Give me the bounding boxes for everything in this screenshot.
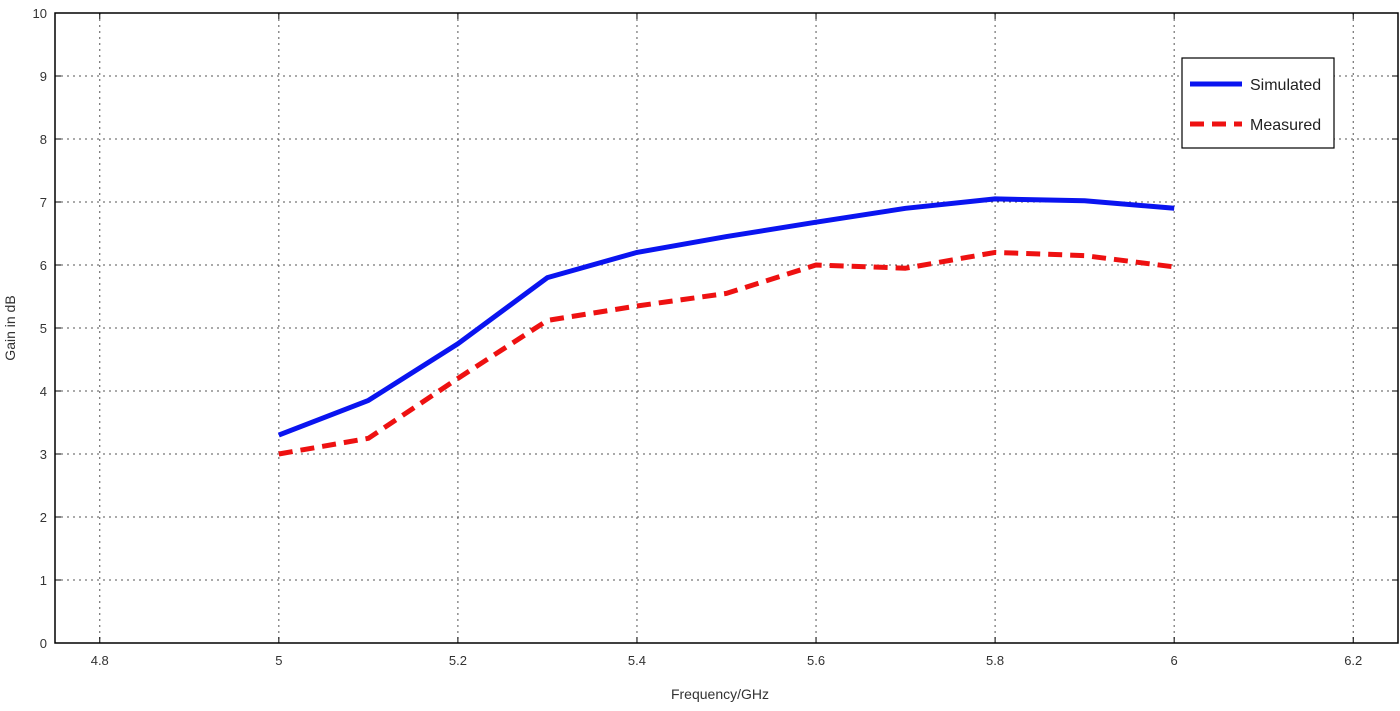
- x-tick-label: 5.8: [986, 653, 1004, 668]
- x-axis-label: Frequency/GHz: [671, 686, 769, 702]
- y-tick-label: 4: [40, 384, 47, 399]
- y-tick-label: 6: [40, 258, 47, 273]
- y-tick-label: 9: [40, 69, 47, 84]
- series-lines: [277, 196, 1175, 457]
- x-tick-label: 6: [1171, 653, 1178, 668]
- y-tick-label: 3: [40, 447, 47, 462]
- y-tick-label: 10: [33, 6, 47, 21]
- y-tick-label: 8: [40, 132, 47, 147]
- legend-box: [1181, 57, 1335, 149]
- y-tick-label: 5: [40, 321, 47, 336]
- y-tick-label: 1: [40, 573, 47, 588]
- x-tick-label: 5.2: [449, 653, 467, 668]
- series-line-measured: [278, 249, 1175, 457]
- axis-ticks: 4.8 5 5.2 5.4 5.6 5.8 6 6.2 0 1 2 3 4 5 6 7 8 9 10: [33, 6, 1398, 668]
- x-tick-label: 5.4: [628, 653, 646, 668]
- y-tick-label: 7: [40, 195, 47, 210]
- y-tick-label: 2: [40, 510, 47, 525]
- x-tick-label: 6.2: [1344, 653, 1362, 668]
- x-tick-label: 5.6: [807, 653, 825, 668]
- x-tick-label: 5: [275, 653, 282, 668]
- y-tick-label: 0: [40, 636, 47, 651]
- x-tick-label: 4.8: [91, 653, 109, 668]
- y-axis-label: Gain in dB: [2, 295, 18, 360]
- series-line-simulated: [277, 196, 1175, 438]
- legend-label-simulated: Simulated: [1250, 77, 1321, 94]
- legend: Simulated Measured: [1181, 57, 1335, 149]
- legend-label-measured: Measured: [1250, 117, 1321, 134]
